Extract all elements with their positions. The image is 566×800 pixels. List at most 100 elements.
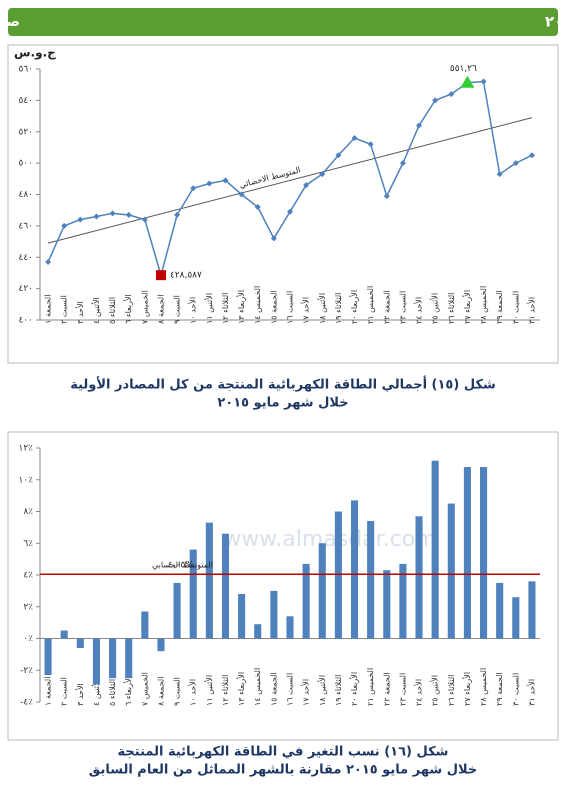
header-title: تقرير مرصد الكهرباء - مايو ٢٠١٥ [545, 13, 566, 31]
x-tick-label: الخميس ٢٨ [479, 668, 488, 706]
x-tick-label: السبت ١٦ [286, 673, 295, 706]
point-marker [61, 222, 68, 229]
point-marker [270, 235, 277, 242]
point-marker [303, 182, 310, 189]
chart-caption: خلال شهر مايو ٢٠١٥ مقارنة بالشهر المماثل… [89, 763, 478, 778]
point-marker [174, 211, 181, 218]
chart-frame [7, 44, 559, 364]
chart-frame [7, 431, 559, 741]
y-tick-label: ٠٪ [23, 634, 33, 644]
point-marker [480, 78, 487, 85]
y-tick-label: -٢٪ [20, 666, 33, 676]
y-tick-label: ٤٨٠ [18, 190, 33, 200]
bar [528, 581, 536, 639]
x-tick-label: الأربعاء ١٣ [236, 672, 246, 706]
point-marker [238, 191, 245, 198]
point-marker [432, 97, 439, 104]
x-tick-label: الجمعة ١٥ [269, 290, 278, 324]
y-tick-label: ٤٠٠ [18, 316, 33, 326]
max-marker [460, 75, 475, 88]
x-tick-label: الأربعاء ١٣ [236, 290, 246, 324]
y-tick-label: ٦٪ [23, 539, 33, 549]
x-tick-label: الخميس ١٤ [253, 286, 262, 324]
x-tick-label: الثلاثاء ١٩ [334, 293, 343, 324]
y-tick-label: ٤٪ [23, 571, 33, 581]
x-tick-label: الأحد ٢٤ [414, 297, 424, 324]
x-tick-label: الجمعة ٢٩ [495, 672, 504, 706]
bar [238, 594, 246, 639]
bar [270, 590, 278, 639]
point-marker [222, 177, 229, 184]
point-marker [77, 216, 84, 223]
x-tick-label: الأثنين ٢٥ [430, 675, 440, 706]
bar [157, 638, 165, 652]
x-tick-label: الأربعاء ٢٧ [462, 672, 472, 706]
point-marker [190, 185, 197, 192]
bar [76, 638, 84, 649]
y-tick-label: ٤٢٠ [18, 284, 33, 294]
x-tick-label: الأربعاء ٦ [123, 676, 133, 706]
x-tick-label: الأثنين ١١ [204, 293, 214, 324]
bar [512, 597, 520, 639]
x-tick-label: الثلاثاء ٢٦ [447, 293, 456, 324]
point-marker [512, 160, 519, 167]
point-marker [206, 180, 213, 187]
x-tick-label: الأحد ١٠ [188, 297, 198, 324]
point-marker [319, 171, 326, 178]
page-number: صفحة ١٠ [0, 14, 20, 30]
point-marker [351, 135, 358, 142]
point-marker [496, 171, 503, 178]
bar [60, 630, 68, 639]
x-tick-label: الثلاثاء ١٢ [221, 293, 230, 324]
x-tick-label: الأحد ٣١ [526, 679, 536, 706]
x-tick-label: الثلاثاء ٥ [108, 679, 117, 706]
x-tick-label: الخميس ٢١ [366, 286, 375, 324]
x-tick-label: الأحد ٣١ [526, 297, 536, 324]
bar [447, 503, 455, 639]
bar [431, 460, 439, 639]
chart-caption: شكل (١٥) أجمالي الطاقة الكهربائية المنتج… [70, 376, 496, 393]
bar [254, 624, 262, 639]
x-tick-label: السبت ٣٠ [511, 673, 520, 706]
x-tick-label: السبت ٣٠ [511, 291, 520, 324]
bar [141, 611, 149, 639]
x-tick-label: السبت ٩ [173, 677, 182, 706]
point-marker [254, 204, 261, 211]
x-tick-label: السبت ٢ [60, 295, 69, 324]
x-tick-label: الأثنين ٢٥ [430, 293, 440, 324]
x-tick-label: الأحد ١٧ [301, 297, 311, 324]
bar [334, 511, 342, 639]
point-marker [93, 213, 100, 220]
x-tick-label: السبت ١٦ [286, 291, 295, 324]
chart-caption: شكل (١٦) نسب التغير في الطاقة الكهربائية… [118, 745, 449, 760]
y-tick-label: ٤٤٠ [18, 253, 33, 263]
x-tick-label: الخميس ٧ [140, 672, 149, 706]
point-marker [448, 91, 455, 98]
x-tick-label: الجمعة ١ [44, 295, 53, 324]
bar [318, 543, 326, 639]
bar [302, 563, 310, 639]
x-tick-label: الأحد ١٧ [301, 679, 311, 706]
bar [367, 521, 375, 639]
bar [463, 467, 471, 639]
bar [415, 516, 423, 639]
bar [221, 533, 230, 639]
point-marker [125, 211, 132, 218]
bar [44, 638, 52, 676]
bar [350, 500, 359, 639]
y-tick-label: ٥٦٠ [18, 65, 33, 75]
x-tick-label: الأحد ١٠ [188, 679, 198, 706]
x-tick-label: السبت ٩ [173, 295, 182, 324]
x-tick-label: السبت ٢ [60, 677, 69, 706]
mean-label: المتوسط الحسابي [152, 561, 213, 570]
x-tick-label: الجمعة ٢٩ [495, 290, 504, 324]
min-marker [155, 270, 166, 281]
point-marker [367, 141, 374, 148]
bar [496, 582, 504, 639]
point-marker [141, 216, 148, 223]
x-tick-label: الجمعة ٨ [156, 677, 165, 706]
data-line [47, 80, 533, 278]
bar [125, 638, 133, 679]
bar [480, 467, 488, 639]
